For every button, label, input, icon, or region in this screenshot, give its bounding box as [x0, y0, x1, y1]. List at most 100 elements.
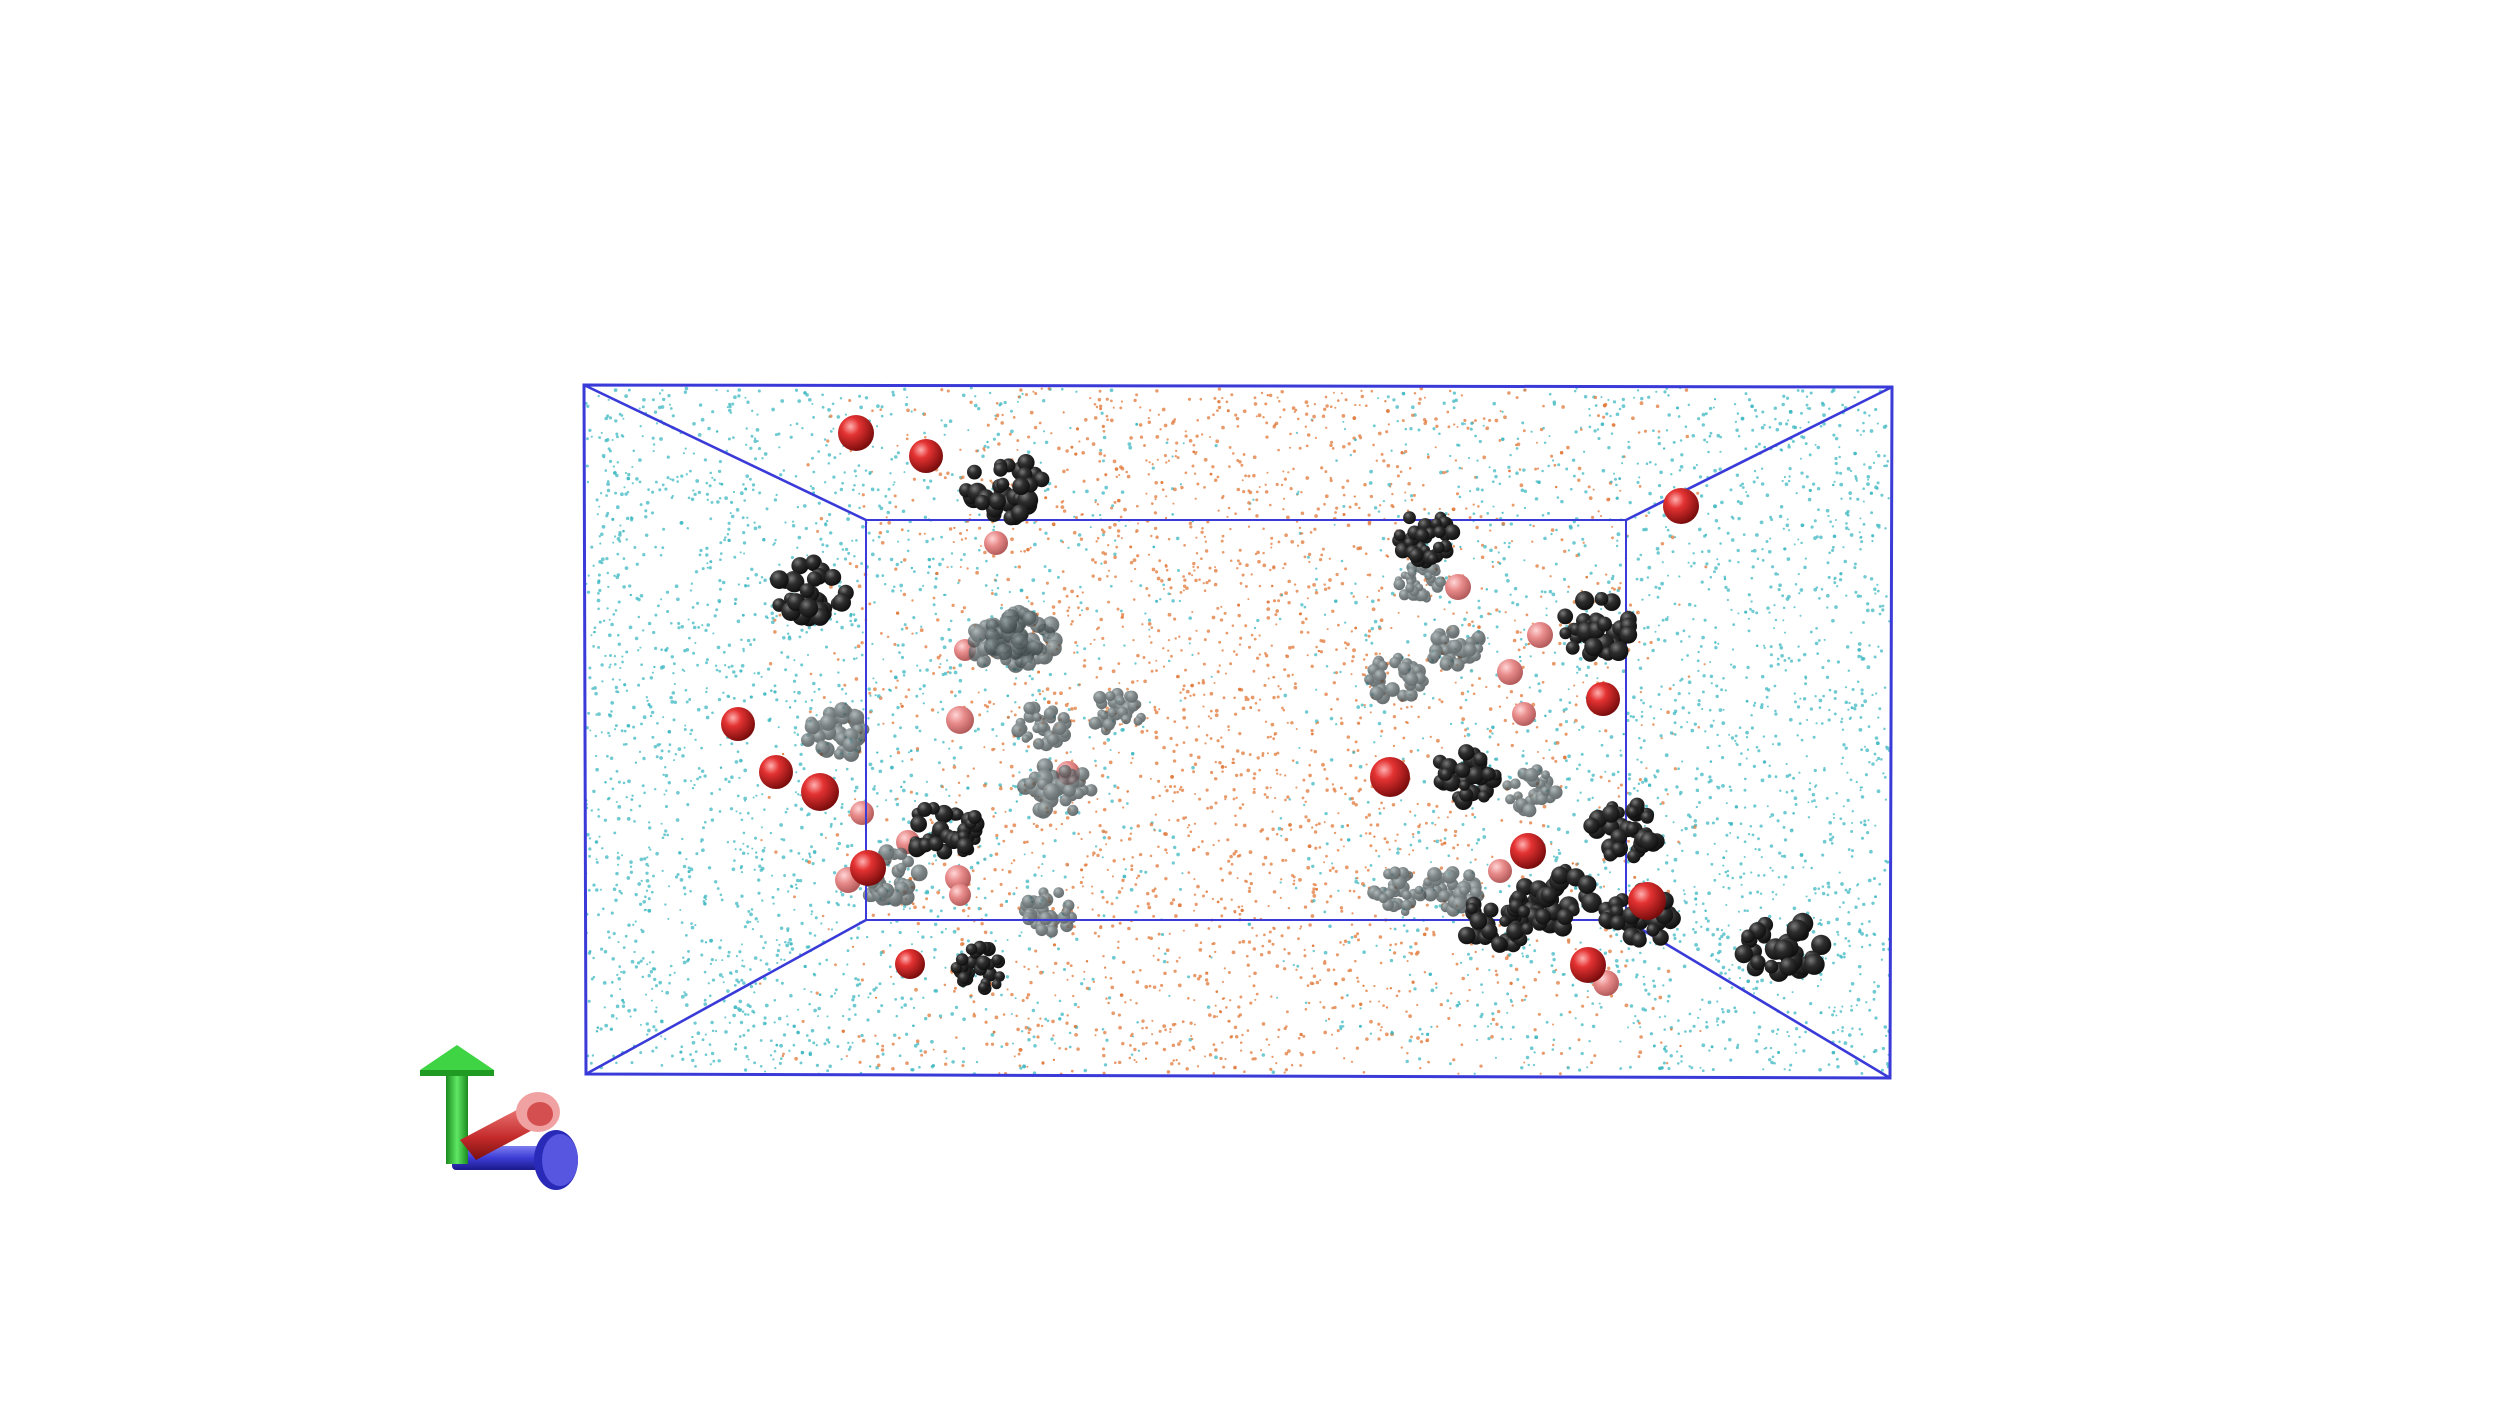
ion-sphere: [945, 865, 971, 891]
molecules-back-layer: [801, 561, 1563, 938]
molecule-atom: [1404, 672, 1419, 687]
axes-indicator: [420, 1045, 578, 1190]
molecule-atom: [1459, 787, 1474, 802]
molecule-atom: [1398, 589, 1410, 601]
molecule-atom: [1389, 656, 1401, 669]
molecule-atom: [1045, 639, 1062, 657]
molecule-atom: [956, 837, 974, 855]
molecule-atom: [1597, 616, 1612, 632]
ion-sphere: [1497, 659, 1523, 685]
ions-front-layer: [721, 415, 1699, 983]
molecule-atom: [1442, 869, 1457, 884]
molecule-atom: [1458, 744, 1475, 761]
molecule-atom: [1053, 887, 1065, 898]
molecule-atom: [1517, 905, 1530, 918]
molecule-atom: [1581, 892, 1602, 913]
molecule-atom: [955, 953, 969, 966]
molecule-cluster: [1367, 866, 1427, 916]
molecule-cluster: [801, 702, 870, 762]
molecule-atom: [957, 971, 970, 985]
molecule-cluster: [984, 607, 1063, 671]
x-axis-icon: [460, 1092, 560, 1160]
ion-sphere: [1488, 859, 1512, 883]
molecule-atom: [1447, 624, 1460, 637]
molecule-atom: [799, 583, 815, 598]
molecule-atom: [878, 844, 895, 861]
molecule-atom: [1397, 661, 1412, 676]
molecule-atom: [1401, 890, 1412, 900]
molecule-atom: [1032, 738, 1045, 750]
molecule-atom: [1611, 842, 1625, 856]
molecule-atom: [1440, 645, 1451, 656]
molecule-atom: [799, 598, 819, 618]
molecule-atom: [1423, 887, 1438, 902]
molecule-atom: [1088, 716, 1102, 730]
molecule-atom: [1584, 637, 1603, 657]
molecule-atom: [1393, 578, 1406, 591]
molecule-atom: [1424, 572, 1433, 581]
molecule-atom: [1035, 923, 1048, 937]
molecule-atom: [1047, 733, 1059, 746]
molecule-atom: [1510, 778, 1521, 790]
molecule-atom: [1034, 895, 1048, 910]
ion-sphere: [1628, 882, 1666, 920]
ion-sphere: [801, 773, 839, 811]
molecule-atom: [1640, 810, 1654, 824]
molecule-atom: [1764, 959, 1779, 974]
molecule-atom: [1377, 660, 1388, 671]
molecule-atom: [1565, 641, 1580, 655]
molecule-atom: [974, 494, 990, 511]
molecule-atom: [1085, 784, 1098, 797]
molecule-atom: [967, 810, 982, 824]
molecule-atom: [1407, 567, 1417, 578]
molecule-cluster: [1364, 652, 1429, 705]
molecule-atom: [1133, 716, 1143, 726]
molecule-atom: [1521, 922, 1533, 935]
molecule-atom: [951, 808, 964, 821]
molecule-atom: [1075, 767, 1090, 782]
molecule-atom: [1559, 627, 1572, 640]
molecule-atom: [1459, 885, 1469, 896]
ion-sphere: [1586, 682, 1620, 716]
molecule-atom: [1099, 710, 1109, 720]
molecule-atom: [1803, 953, 1825, 975]
molecule-atom: [1427, 867, 1442, 882]
molecule-atom: [1434, 576, 1446, 588]
molecule-atom: [834, 702, 850, 718]
molecule-atom: [1404, 688, 1418, 702]
molecule-atom: [1102, 718, 1115, 731]
molecule-atom: [996, 477, 1010, 491]
molecule-atom: [1627, 849, 1641, 864]
box-edge-bl: [585, 918, 867, 1076]
molecule-atom: [1506, 922, 1524, 941]
molecule-atom: [1121, 714, 1131, 725]
molecule-atom: [999, 615, 1018, 634]
molecule-atom: [1429, 649, 1441, 662]
molecule-atom: [784, 572, 805, 593]
molecule-atom: [801, 733, 815, 747]
molecule-atom: [1536, 793, 1548, 806]
molecule-atom: [842, 737, 858, 752]
molecule-atom: [1469, 912, 1488, 930]
ion-sphere: [949, 884, 971, 906]
molecule-atom: [1017, 454, 1035, 472]
molecule-atom: [1021, 734, 1030, 743]
molecule-cluster: [1458, 896, 1533, 953]
ion-sphere: [909, 439, 943, 473]
molecule-atom: [976, 955, 991, 971]
molecule-atom: [1540, 886, 1558, 904]
molecule-atom: [1439, 634, 1450, 645]
box-edge-br: [1625, 918, 1891, 1080]
box-edge-tl: [583, 383, 867, 522]
molecule-atom: [824, 569, 842, 586]
molecule-atom: [791, 557, 809, 575]
molecule-cluster: [1393, 561, 1446, 603]
molecule-atom: [978, 982, 989, 992]
molecule-atom: [1463, 869, 1476, 882]
molecule-atom: [1473, 752, 1488, 767]
box-front-face: [582, 383, 1894, 1080]
molecule-atom: [928, 836, 944, 852]
ion-sphere: [759, 755, 793, 789]
molecule-atom: [1741, 929, 1755, 944]
molecule-atom: [877, 886, 889, 898]
